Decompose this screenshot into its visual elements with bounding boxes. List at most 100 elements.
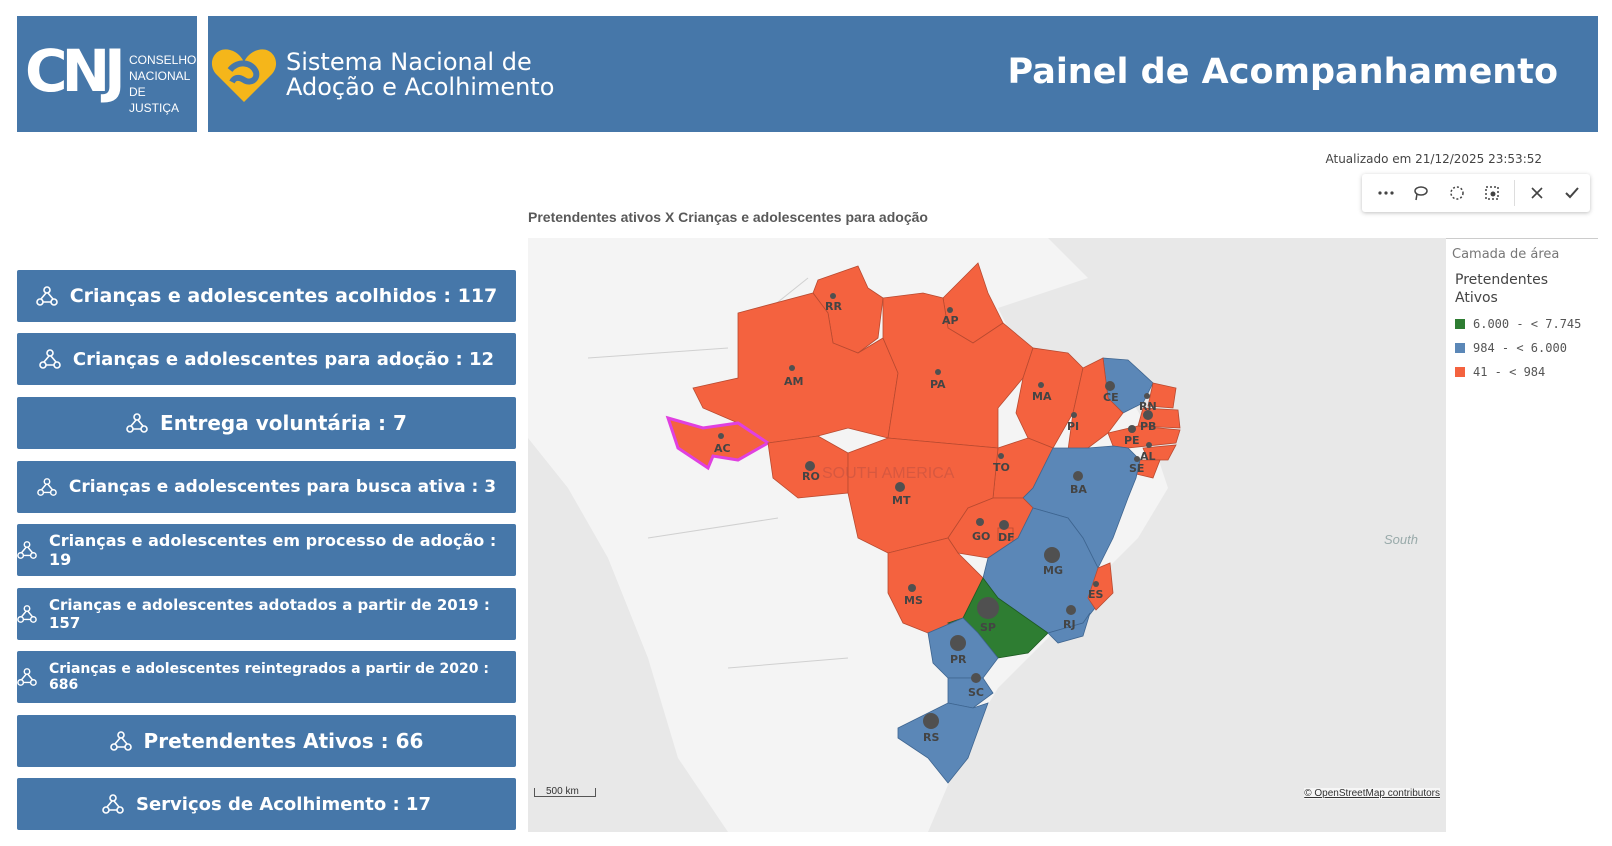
state-RN[interactable] [1147,382,1177,409]
label-MG: MG [1043,564,1063,577]
kpi-reintegrados-button[interactable]: Crianças e adolescentes reintegrados a p… [17,651,516,703]
legend-title: Pretendentes Ativos [1455,272,1549,306]
system-name: Sistema Nacional de Adoção e Acolhimento [286,50,554,100]
legend-item-label: 6.000 - < 7.745 [1473,317,1582,331]
map-scale-bar [534,788,596,797]
label-RR: RR [825,300,842,313]
kpi-label: Crianças e adolescentes reintegrados a p… [49,661,489,693]
updated-timestamp: Atualizado em 21/12/2025 23:53:52 [1325,152,1542,166]
area-select-icon[interactable] [1475,174,1511,212]
country-borders [587,277,849,669]
legend-item-mid[interactable]: 984 - < 6.000 [1455,341,1567,355]
bubble-layer [718,293,1153,729]
network-icon [35,286,58,306]
legend-swatch [1455,319,1465,329]
label-TO: TO [993,461,1010,474]
label-MT: MT [892,494,911,507]
network-icon [17,541,37,559]
state-AM[interactable] [692,292,899,444]
kpi-processo-adocao-button[interactable]: Crianças e adolescentes em processo de a… [17,524,516,576]
network-icon [37,478,57,496]
selection-toolbar [1362,174,1590,212]
kpi-label: Crianças e adolescentes acolhidos : 117 [69,285,498,307]
legend-item-high[interactable]: 6.000 - < 7.745 [1455,317,1581,331]
label-PI: PI [1067,420,1079,433]
cnj-logo-box: CNJ CONSELHO NACIONAL DE JUSTIÇA [17,16,197,132]
kpi-label: Crianças e adolescentes em processo de a… [49,531,497,569]
system-name-line2: Adoção e Acolhimento [286,73,555,101]
legend-swatch [1455,343,1465,353]
network-icon [39,349,61,369]
state-RS[interactable] [897,702,989,784]
kpi-acolhidos-button[interactable]: Crianças e adolescentes acolhidos : 117 [17,270,516,322]
network-icon [17,668,37,686]
kpi-label: Entrega voluntária : 7 [160,411,407,435]
label-RN: RN [1139,400,1157,413]
state-AC[interactable] [665,415,771,471]
lasso-icon[interactable] [1404,174,1440,212]
label-ES: ES [1088,588,1104,601]
map-legend: Camada de área Pretendentes Ativos 6.000… [1446,238,1598,833]
check-icon[interactable] [1554,174,1590,212]
label-CE: CE [1103,391,1119,404]
legend-swatch [1455,367,1465,377]
label-AL: AL [1140,450,1156,463]
label-SE: SE [1129,462,1144,475]
state-labels: RR AP AM PA MA CE RN PB PI PE AL AC SE R… [714,300,1157,744]
map-attribution: © OpenStreetMap contributors [1304,788,1440,799]
label-PB: PB [1140,420,1156,433]
cnj-logo-text: CONSELHO NACIONAL DE JUSTIÇA [129,52,197,116]
state-ES[interactable] [1087,562,1114,611]
circle-select-icon[interactable] [1439,174,1475,212]
cnj-text-line3: DE JUSTIÇA [129,85,180,115]
label-PR: PR [950,653,967,666]
label-PA: PA [930,378,946,391]
kpi-busca-ativa-button[interactable]: Crianças e adolescentes para busca ativa… [17,461,516,513]
label-MS: MS [904,594,923,607]
label-AM: AM [784,375,803,388]
heart-logo-icon [211,49,277,102]
label-MA: MA [1032,390,1052,403]
kpi-label: Serviços de Acolhimento : 17 [136,793,431,815]
state-RJ[interactable] [1047,612,1091,644]
state-AL[interactable] [1142,444,1177,461]
label-RS: RS [923,731,939,744]
kpi-servicos-acolhimento-button[interactable]: Serviços de Acolhimento : 17 [17,778,516,830]
kpi-para-adocao-button[interactable]: Crianças e adolescentes para adoção : 12 [17,333,516,385]
cnj-logo-letters: CNJ [25,37,126,105]
label-SP: SP [980,621,996,634]
brazil-map[interactable]: RR AP AM PA MA CE RN PB PI PE AL AC SE R… [528,238,1446,832]
close-icon[interactable] [1519,174,1555,212]
map-svg[interactable]: RR AP AM PA MA CE RN PB PI PE AL AC SE R… [528,238,1446,832]
kpi-entrega-voluntaria-button[interactable]: Entrega voluntária : 7 [17,397,516,449]
toolbar-separator [1514,180,1515,206]
label-RJ: RJ [1063,618,1076,631]
kpi-label: Crianças e adolescentes para busca ativa… [68,477,497,497]
network-icon [102,794,124,814]
network-icon [17,605,37,623]
network-icon [109,731,132,751]
kpi-label: Crianças e adolescentes adotados a parti… [49,596,490,632]
label-DF: DF [998,531,1015,544]
label-GO: GO [972,530,990,543]
kpi-adotados-button[interactable]: Crianças e adolescentes adotados a parti… [17,588,516,640]
title-banner: Sistema Nacional de Adoção e Acolhimento… [208,16,1598,132]
kpi-label: Crianças e adolescentes para adoção : 12 [72,348,495,370]
kpi-label: Pretendentes Ativos : 66 [143,729,424,753]
legend-header: Camada de área [1452,247,1560,262]
map-scale-label: 500 km [546,786,579,797]
label-SC: SC [968,686,984,699]
label-AC: AC [714,442,731,455]
continent-label: SOUTH AMERICA [822,465,955,482]
label-RO: RO [802,470,820,483]
cnj-text-line1: CONSELHO [129,53,197,67]
system-name-line1: Sistema Nacional de [286,48,532,76]
more-icon[interactable] [1368,174,1404,212]
attribution-link[interactable]: © OpenStreetMap contributors [1304,788,1440,799]
label-AP: AP [942,314,959,327]
ocean-label: South [1384,532,1418,547]
chart-title: Pretendentes ativos X Crianças e adolesc… [528,209,928,225]
kpi-pretendentes-button[interactable]: Pretendentes Ativos : 66 [17,715,516,767]
legend-item-low[interactable]: 41 - < 984 [1455,365,1545,379]
legend-item-label: 41 - < 984 [1473,365,1546,379]
